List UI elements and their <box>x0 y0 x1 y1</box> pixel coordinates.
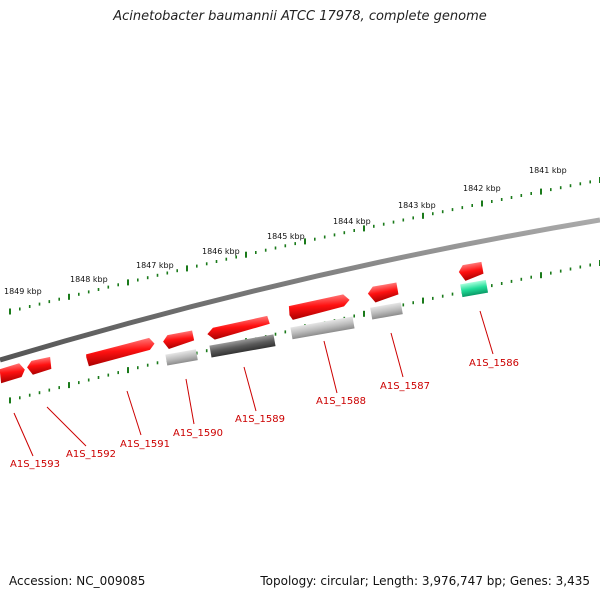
gene-label-A1S_1592[interactable]: A1S_1592 <box>66 449 116 460</box>
gene-label-A1S_1588[interactable]: A1S_1588 <box>316 396 366 407</box>
gene-A1S_1589[interactable] <box>206 315 276 358</box>
scale-label-1843: 1843 kbp <box>398 201 436 210</box>
scale-label-1845: 1845 kbp <box>267 232 305 241</box>
scale-label-1842: 1842 kbp <box>463 184 501 193</box>
scale-label-1848: 1848 kbp <box>70 275 108 284</box>
gene-A1S_1590[interactable] <box>162 330 198 366</box>
genome-backbone <box>0 217 600 363</box>
gene-A1S_1593[interactable] <box>0 363 26 384</box>
gene-A1S_1587[interactable] <box>367 282 403 320</box>
map-title: Acinetobacter baumannii ATCC 17978, comp… <box>113 9 487 24</box>
gene-A1S_1588[interactable] <box>288 294 355 340</box>
scale-label-1844: 1844 kbp <box>333 217 371 226</box>
gene-label-A1S_1587[interactable]: A1S_1587 <box>380 381 430 392</box>
gene-label-A1S_1593[interactable]: A1S_1593 <box>10 459 60 470</box>
scale-label-1841: 1841 kbp <box>529 166 567 175</box>
scale-label-1847: 1847 kbp <box>136 261 174 270</box>
gene-label-A1S_1590[interactable]: A1S_1590 <box>173 428 223 439</box>
gene-A1S_1586[interactable] <box>458 261 489 298</box>
gene-A1S_1592[interactable] <box>26 356 52 375</box>
topology-text: Topology: circular; Length: 3,976,747 bp… <box>260 574 590 588</box>
gene-callout-lines <box>13 310 494 457</box>
gene-A1S_1591[interactable] <box>85 337 156 367</box>
scale-label-1846: 1846 kbp <box>202 247 240 256</box>
gene-label-A1S_1589[interactable]: A1S_1589 <box>235 414 285 425</box>
scale-label-1849: 1849 kbp <box>4 287 42 296</box>
gene-label-A1S_1591[interactable]: A1S_1591 <box>120 439 170 450</box>
gene-label-A1S_1586[interactable]: A1S_1586 <box>469 358 519 369</box>
accession-text: Accession: NC_009085 <box>9 574 146 588</box>
outer-scale-ticks <box>9 177 600 315</box>
